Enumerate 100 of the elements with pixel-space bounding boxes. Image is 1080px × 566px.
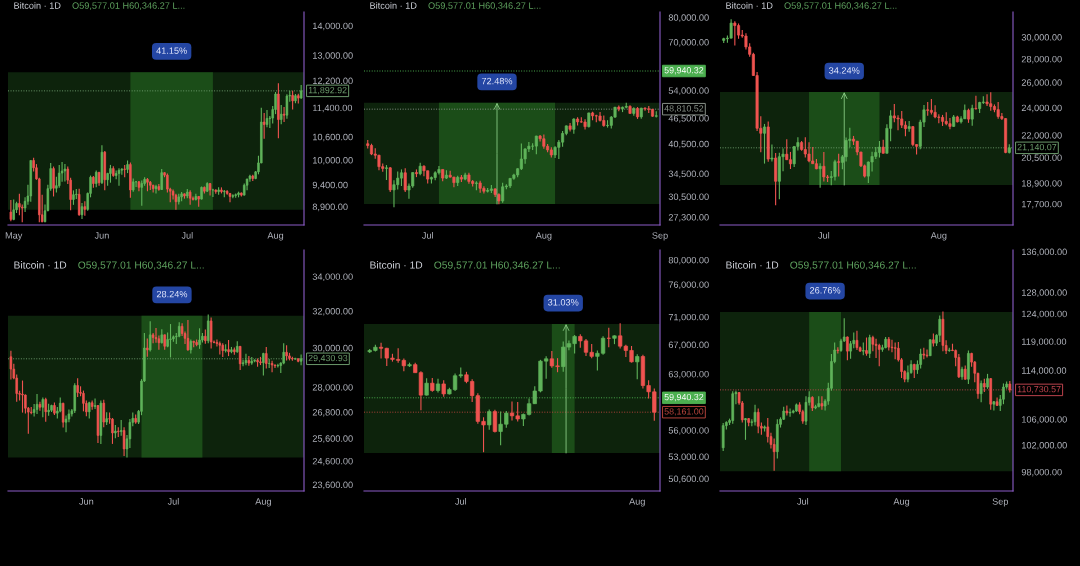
candlestick xyxy=(785,404,789,417)
candlestick xyxy=(146,337,149,358)
band-label: 26.76% xyxy=(810,287,841,294)
candlestick xyxy=(919,348,922,370)
y-tick-label: 40,500.00 xyxy=(668,140,709,149)
candlestick xyxy=(82,390,85,412)
candlestick xyxy=(744,417,747,441)
y-tick-label: 56,000.00 xyxy=(668,427,709,435)
chart-subtitle: O59,577.01 H60,346.27 L... xyxy=(784,2,897,10)
candlestick xyxy=(35,393,39,415)
y-tick-label: 28,000.00 xyxy=(312,384,353,392)
y-tick-label: 102,000.00 xyxy=(1022,442,1067,450)
y-tick-label: 30,000.00 xyxy=(312,344,353,353)
y-tick-label: 80,000.00 xyxy=(668,14,709,22)
candlestick xyxy=(870,151,874,173)
y-tick-label: 26,800.00 xyxy=(312,409,353,417)
text: Bitcoin · 1D xyxy=(370,261,423,269)
y-tick-label: 80,000.00 xyxy=(668,256,709,265)
y-tick-label: 30,000.00 xyxy=(1021,34,1062,42)
y-tick-label: 53,000.00 xyxy=(668,453,709,462)
ref-line-label: 21,140.07 xyxy=(1017,143,1057,152)
x-tick-label: Aug xyxy=(629,498,645,507)
y-tick-label: 63,000.00 xyxy=(668,370,709,379)
y-tick-label: 25,600.00 xyxy=(312,435,353,443)
ref-line-label: 48,810.52 xyxy=(664,105,704,113)
ref-line-label: 29,430.93 xyxy=(308,354,348,363)
y-tick-label: 11,400.00 xyxy=(313,104,353,113)
candlestick xyxy=(911,125,915,147)
y-tick-label: 136,000.00 xyxy=(1022,248,1067,257)
y-tick-label: 46,500.00 xyxy=(668,115,709,123)
y-tick-label: 30,500.00 xyxy=(668,193,709,202)
candlestick xyxy=(244,353,248,366)
y-tick-label: 10,600.00 xyxy=(313,133,353,142)
candlestick xyxy=(643,106,647,112)
candlestick xyxy=(561,340,566,373)
y-tick-label: 20,500.00 xyxy=(1021,154,1062,163)
y-tick-label: 50,600.00 xyxy=(668,475,709,484)
candlestick xyxy=(285,93,289,120)
x-tick-label: Aug xyxy=(930,232,947,241)
candlestick xyxy=(770,143,774,162)
chart-title: Bitcoin · 1D xyxy=(370,2,417,9)
candlestick xyxy=(846,335,849,361)
x-tick-label: Aug xyxy=(893,498,910,507)
candlestick xyxy=(822,151,826,183)
candlestick xyxy=(985,93,989,107)
x-tick-label: Aug xyxy=(255,498,271,507)
y-tick-label: 124,000.00 xyxy=(1022,310,1067,319)
x-tick-label: Sep xyxy=(652,232,668,241)
y-tick-label: 13,000.00 xyxy=(313,52,353,60)
candlestick xyxy=(818,162,822,189)
chart-subtitle: O59,577.01 H60,346.27 L... xyxy=(72,2,185,10)
y-tick-label: 22,000.00 xyxy=(1021,132,1062,140)
y-tick-label: 12,200.00 xyxy=(313,77,353,86)
y-tick-label: 71,000.00 xyxy=(668,313,709,322)
y-tick-label: 17,700.00 xyxy=(1022,200,1062,209)
y-tick-label: 34,500.00 xyxy=(668,170,709,179)
text: Bitcoin · 1D xyxy=(14,261,67,269)
y-tick-label: 27,300.00 xyxy=(668,214,709,222)
y-tick-label: 34,000.00 xyxy=(312,273,353,282)
candlestick xyxy=(151,332,155,344)
ref-line-label: 59,940.32 xyxy=(664,393,704,402)
x-tick-label: Aug xyxy=(267,232,284,241)
x-tick-label: Jul xyxy=(818,231,830,239)
candlestick xyxy=(492,409,498,434)
candlestick xyxy=(833,159,837,182)
x-tick-label: Jul xyxy=(797,497,809,505)
candlestick xyxy=(38,401,42,412)
chart-title: Bitcoin · 1D xyxy=(14,2,61,9)
y-tick-label: 26,000.00 xyxy=(1021,79,1062,87)
text: O59,577.01 H60,346.27 L... xyxy=(434,261,560,270)
candlestick xyxy=(186,319,190,352)
candlestick xyxy=(966,108,970,124)
candlestick xyxy=(635,353,640,380)
y-tick-label: 23,600.00 xyxy=(312,481,353,490)
ref-line-label: 58,161.00 xyxy=(664,408,704,416)
candlestick xyxy=(938,314,942,343)
candlestick xyxy=(772,437,776,472)
candlestick xyxy=(148,320,152,353)
y-tick-label: 76,000.00 xyxy=(668,281,709,289)
candlestick xyxy=(273,363,277,369)
candlestick xyxy=(992,400,996,411)
candlestick xyxy=(388,166,392,193)
x-tick-label: Jul xyxy=(455,497,467,505)
ref-line-label: 11,892.92 xyxy=(308,86,347,95)
candlestick xyxy=(733,20,737,47)
y-tick-label: 70,000.00 xyxy=(668,39,709,47)
candlestick xyxy=(369,143,374,156)
chart-title: Bitcoin · 1D xyxy=(726,2,773,9)
y-tick-label: 119,000.00 xyxy=(1022,338,1067,346)
candlestick xyxy=(63,163,67,182)
candlestick xyxy=(729,18,733,40)
y-tick-label: 18,900.00 xyxy=(1022,180,1062,188)
x-tick-label: Aug xyxy=(535,232,552,241)
candlestick xyxy=(974,95,978,111)
candlestick xyxy=(422,164,426,177)
candlestick xyxy=(50,404,53,413)
candlestick xyxy=(763,123,767,165)
y-tick-label: 106,000.00 xyxy=(1022,416,1067,424)
text: Bitcoin · 1D xyxy=(726,261,779,269)
y-tick-label: 9,400.00 xyxy=(312,181,348,190)
